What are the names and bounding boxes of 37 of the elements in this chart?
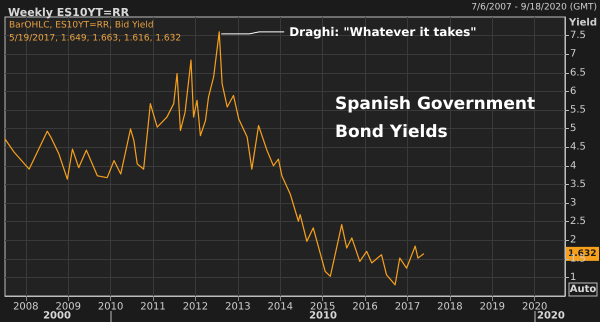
chart-subtitle: Weekly ES10YT=RR	[8, 6, 130, 19]
x-tick-label: 2017	[394, 302, 420, 312]
y-axis-title: Yield	[568, 18, 598, 28]
annotation: 5/19/2017, 1.649, 1.663, 1.616, 1.632	[9, 34, 182, 44]
y-tick-label: 6.5	[570, 67, 586, 78]
y-tick-label: 3.5	[570, 178, 586, 190]
text: 2000	[43, 310, 71, 322]
y-tick-label: 5	[570, 123, 576, 134]
y-tick-label: 4.5	[570, 142, 586, 153]
annotation: Draghi: "Whatever it takes"	[289, 24, 477, 39]
text: 7/6/2007 - 9/18/2020 (GMT)	[471, 2, 597, 12]
y-tick-label: 7.5	[570, 30, 586, 42]
x-tick-label: 2018	[437, 302, 463, 312]
x-tick-label: 2010	[98, 302, 124, 312]
x-tick-label: 2008	[13, 302, 39, 312]
x-tick-label: 2013	[225, 302, 251, 312]
x-tick-label: 2011	[140, 302, 166, 312]
text: Auto	[570, 284, 596, 295]
text: Spanish Government Bond Yields	[335, 94, 542, 142]
text: 2010	[309, 310, 337, 322]
x-tick-label: 2020	[522, 302, 548, 312]
y-tick-label: 2	[570, 234, 576, 246]
y-tick-label: 4	[570, 160, 576, 172]
x-tick-label: 2016	[352, 302, 378, 312]
x-tick-label: 2012	[182, 302, 208, 312]
y-tick-label: 6	[570, 86, 576, 97]
x-tick-label: 2009	[56, 302, 81, 312]
y-tick-label: 3	[570, 198, 576, 208]
y-tick-label: 2.5	[570, 216, 586, 228]
y-tick-label: 7	[570, 48, 576, 60]
text: 2020	[537, 310, 565, 322]
y-tick-label: 1	[570, 272, 576, 283]
x-tick-label: 2015	[310, 302, 336, 312]
annotation: BarOHLC, ES10YT=RR, Bid Yield	[9, 20, 154, 30]
x-tick-label: 2019	[480, 302, 506, 312]
y-tick-label: 5.5	[570, 104, 586, 116]
x-tick-label: 2014	[268, 302, 294, 312]
